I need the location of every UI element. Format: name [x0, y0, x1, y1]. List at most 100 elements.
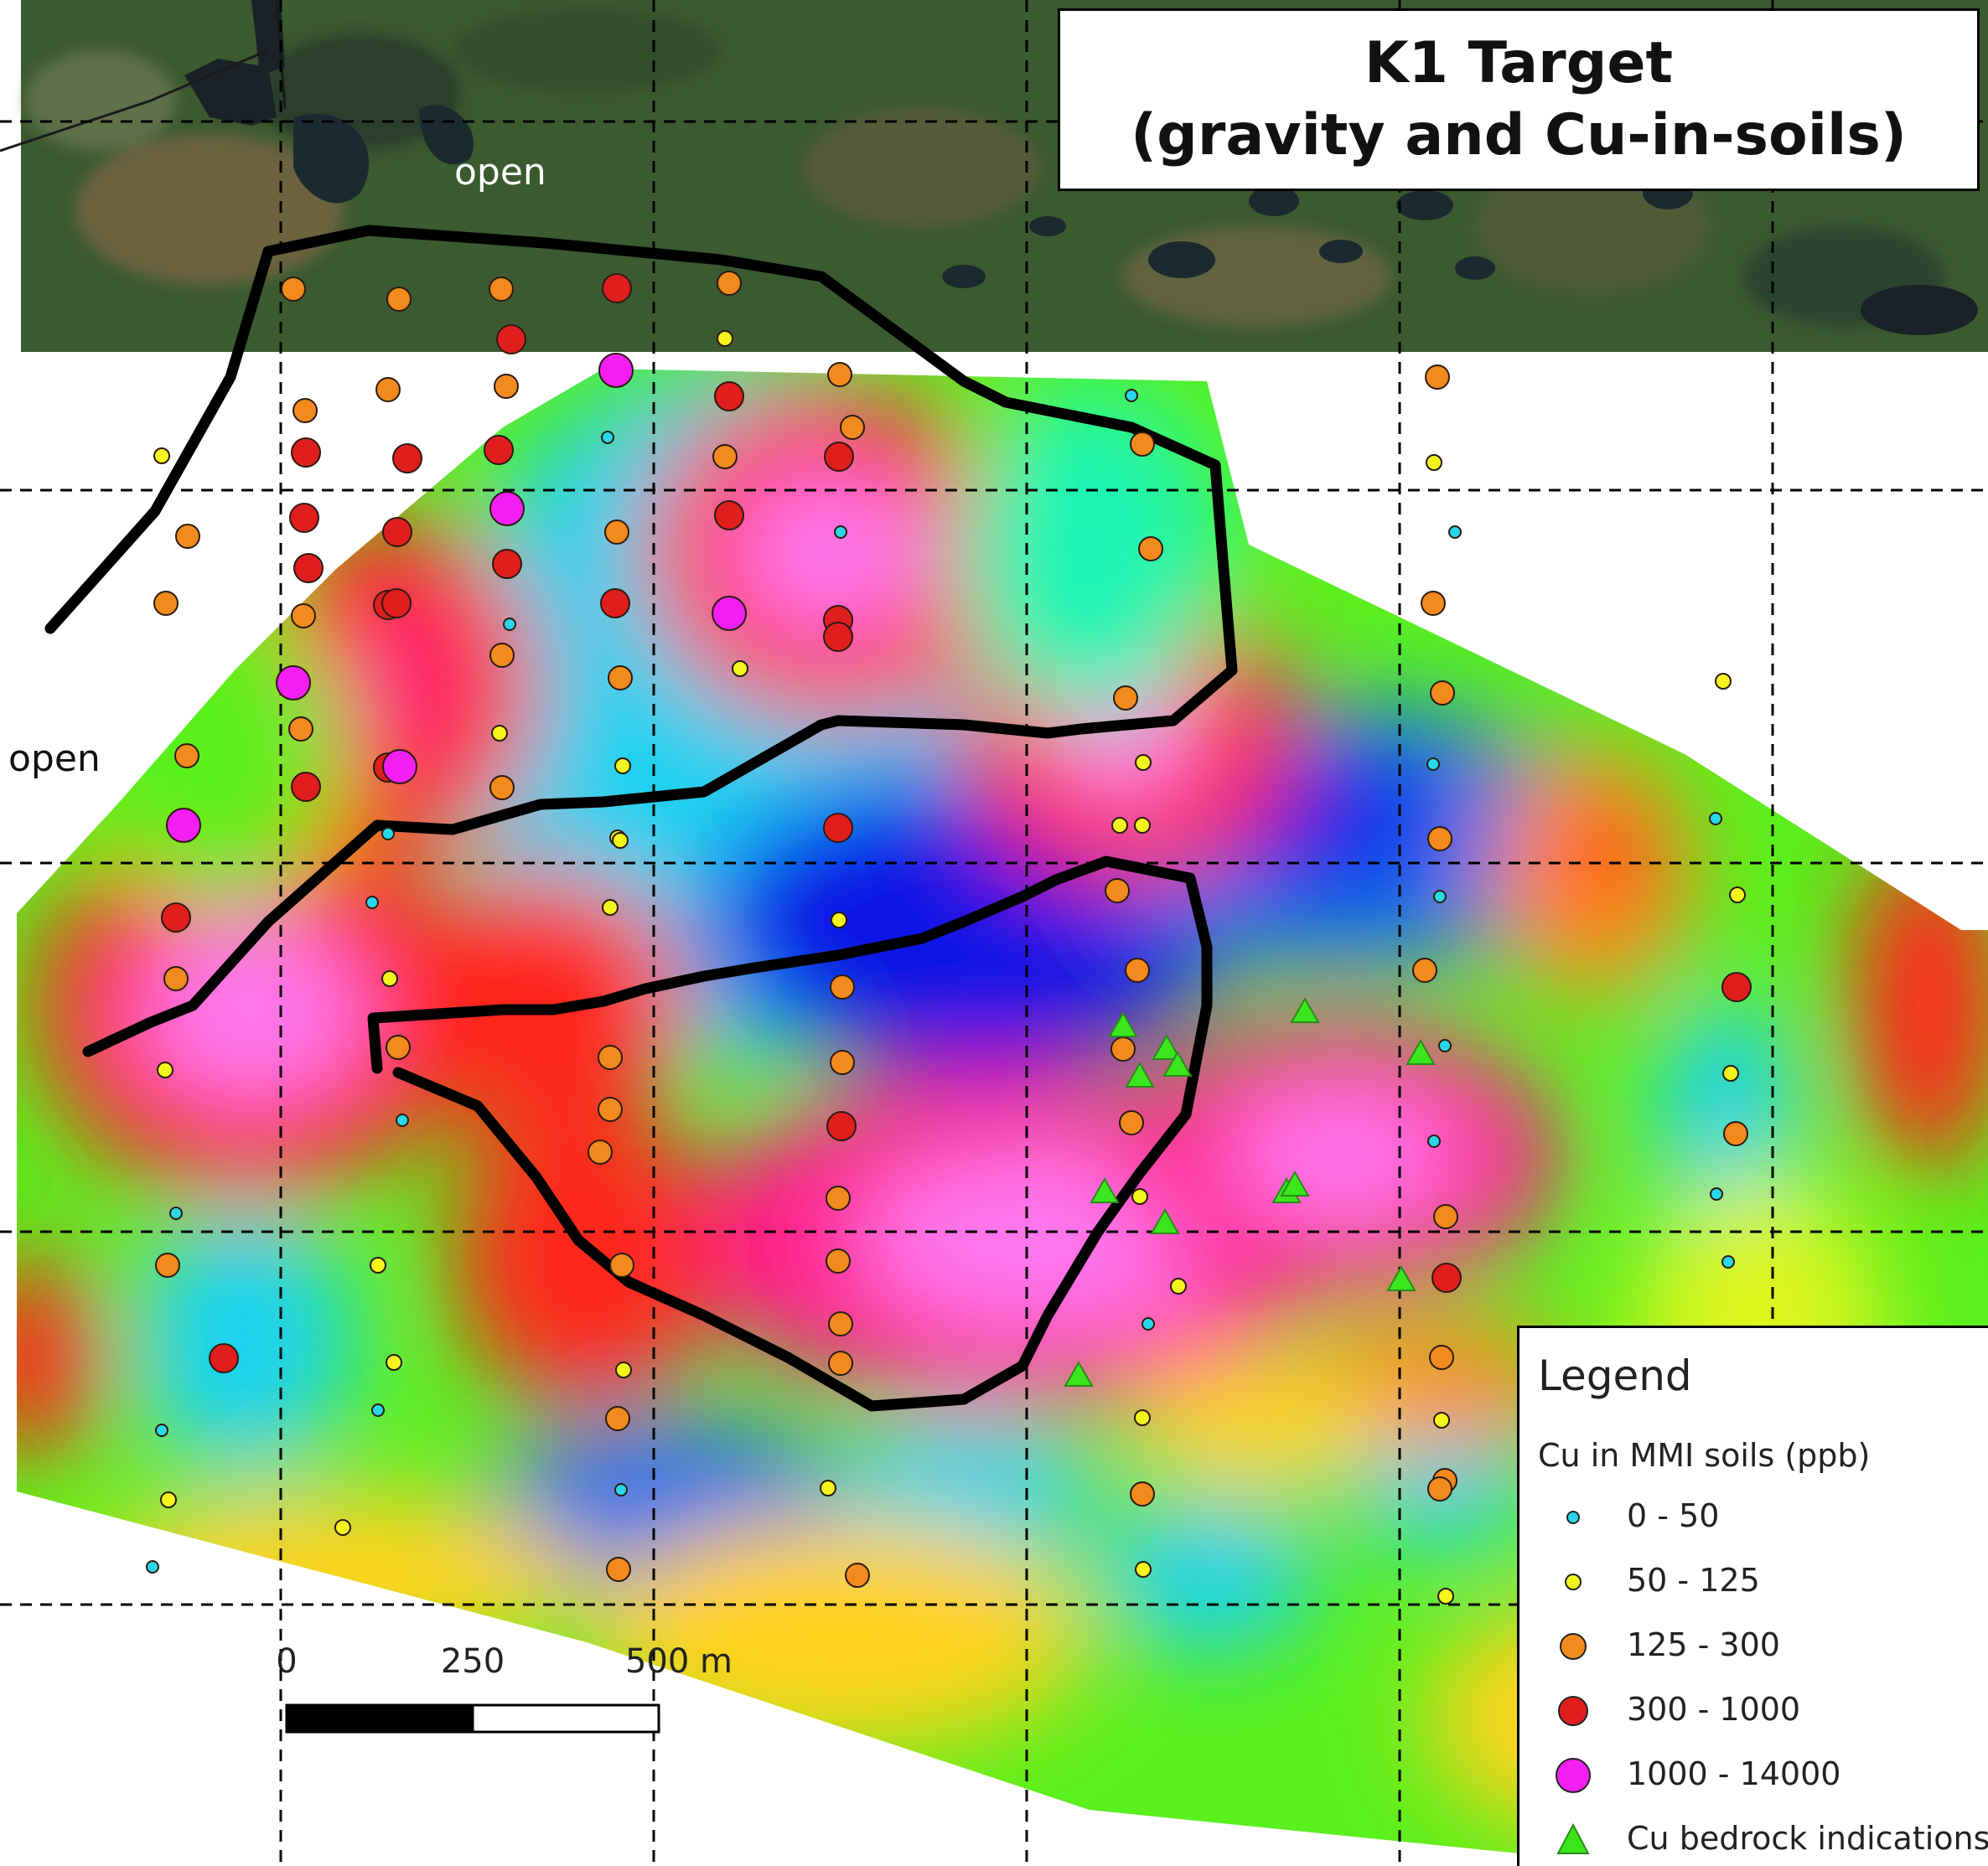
soil-sample-point — [281, 277, 306, 302]
legend-item-bedrock: Cu bedrock indications — [1519, 1815, 1988, 1865]
soil-sample-point — [396, 1114, 409, 1127]
soil-sample-point — [489, 277, 514, 302]
soil-sample-point — [1723, 1121, 1748, 1146]
bedrock-indication-triangle — [1064, 1360, 1094, 1387]
soil-sample-point — [615, 1362, 632, 1378]
soil-sample-point — [492, 549, 522, 579]
map-title-box: K1 Target (gravity and Cu-in-soils) — [1058, 8, 1980, 191]
gravity-anomaly — [729, 469, 930, 637]
soil-sample-point — [382, 749, 417, 784]
soil-sample-point — [714, 381, 744, 411]
legend-label: 125 - 300 — [1627, 1626, 1780, 1663]
soil-sample-point — [1130, 432, 1155, 457]
gravity-anomaly — [84, 1491, 587, 1659]
soil-sample-point — [614, 1483, 628, 1496]
soil-sample-point — [1135, 1561, 1152, 1578]
soil-sample-point — [826, 1111, 857, 1141]
gravity-anomaly — [453, 1106, 721, 1408]
soil-sample-point — [166, 808, 201, 843]
gravity-anomaly — [327, 612, 444, 762]
soil-sample-point — [827, 362, 852, 387]
soil-sample-point — [160, 1491, 177, 1508]
legend-panel: Legend Cu in MMI soils (ppb) 0 - 50 50 -… — [1517, 1326, 1988, 1866]
gravity-anomaly — [1123, 1357, 1391, 1491]
soil-sample-point — [157, 1062, 173, 1078]
legend-title: Legend — [1538, 1352, 1692, 1400]
soil-sample-point — [609, 1253, 634, 1278]
soil-sample-point — [1722, 1065, 1739, 1082]
soil-sample-point — [1721, 1255, 1735, 1269]
soil-sample-point — [605, 1406, 630, 1431]
soil-sample-point — [831, 912, 847, 928]
soil-sample-point — [381, 970, 398, 987]
soil-sample-point — [382, 517, 412, 547]
soil-sample-point — [732, 660, 748, 677]
legend-item-300-1000: 300 - 1000 — [1519, 1686, 1988, 1736]
soil-sample-point — [828, 1311, 853, 1336]
soil-sample-point — [1709, 812, 1722, 825]
cyan-circle-icon — [1566, 1511, 1580, 1524]
soil-sample-point — [496, 324, 526, 354]
soil-sample-point — [1426, 454, 1442, 471]
soil-sample-point — [826, 1248, 851, 1274]
magenta-circle-icon — [1556, 1758, 1591, 1793]
soil-sample-point — [489, 643, 515, 668]
soil-sample-point — [293, 553, 324, 583]
soil-sample-point — [1142, 1317, 1155, 1331]
bedrock-indication-triangle — [1150, 1207, 1180, 1234]
scale-bar — [285, 1703, 660, 1734]
legend-label: 50 - 125 — [1627, 1562, 1760, 1599]
soil-sample-point — [1131, 1188, 1148, 1205]
gravity-anomaly — [134, 922, 369, 1106]
soil-sample-point — [714, 500, 744, 530]
soil-sample-point — [174, 743, 199, 768]
soil-sample-point — [712, 444, 738, 469]
legend-item-50-125: 50 - 125 — [1519, 1557, 1988, 1607]
soil-sample-point — [1729, 886, 1746, 903]
soil-sample-point — [604, 519, 629, 545]
soil-sample-point — [163, 966, 189, 991]
soil-sample-point — [824, 442, 854, 472]
soil-sample-point — [606, 1557, 631, 1582]
soil-sample-point — [334, 1519, 351, 1536]
gravity-anomaly — [796, 871, 1131, 1056]
bedrock-indication-triangle — [1406, 1038, 1436, 1065]
soil-sample-point — [1427, 1476, 1452, 1502]
soil-sample-point — [1437, 1588, 1454, 1605]
soil-sample-point — [1130, 1481, 1155, 1507]
target-outlines — [44, 225, 1238, 1412]
legend-label: 0 - 50 — [1627, 1497, 1720, 1534]
soil-sample-point — [1135, 754, 1152, 771]
soil-sample-point — [1433, 1204, 1458, 1229]
bedrock-indication-triangle — [1280, 1170, 1310, 1197]
gravity-anomaly — [587, 1517, 1090, 1751]
legend-label: 300 - 1000 — [1627, 1691, 1801, 1728]
soil-sample-point — [588, 1140, 613, 1165]
soil-sample-point — [291, 437, 321, 468]
soil-sample-point — [598, 1045, 623, 1070]
soil-sample-point — [1138, 536, 1163, 561]
soil-sample-point — [598, 353, 634, 388]
gravity-anomaly — [1567, 804, 1651, 905]
soil-sample-point — [1412, 958, 1437, 983]
soil-sample-point — [386, 1354, 402, 1371]
orange-circle-icon — [1560, 1633, 1587, 1660]
soil-sample-point — [153, 591, 179, 616]
bedrock-indication-triangle — [1290, 996, 1320, 1023]
soil-sample-point — [155, 1424, 168, 1437]
soil-sample-point — [1430, 680, 1455, 706]
soil-sample-point — [1438, 1039, 1452, 1052]
bedrock-indication-triangle — [1386, 1264, 1416, 1291]
soil-sample-point — [370, 1257, 386, 1274]
soil-sample-point — [823, 622, 853, 652]
northern-outline — [44, 225, 1238, 1057]
soil-sample-point — [489, 775, 515, 800]
green-triangle-icon — [1556, 1822, 1590, 1854]
soil-sample-point — [484, 435, 514, 465]
gravity-anomaly — [955, 385, 1224, 721]
gravity-anomaly — [134, 1207, 352, 1475]
soil-sample-point — [288, 716, 313, 742]
soil-sample-point — [820, 1480, 836, 1496]
scale-label-250: 250 — [440, 1642, 505, 1681]
scale-bar-black-segment — [285, 1703, 474, 1734]
